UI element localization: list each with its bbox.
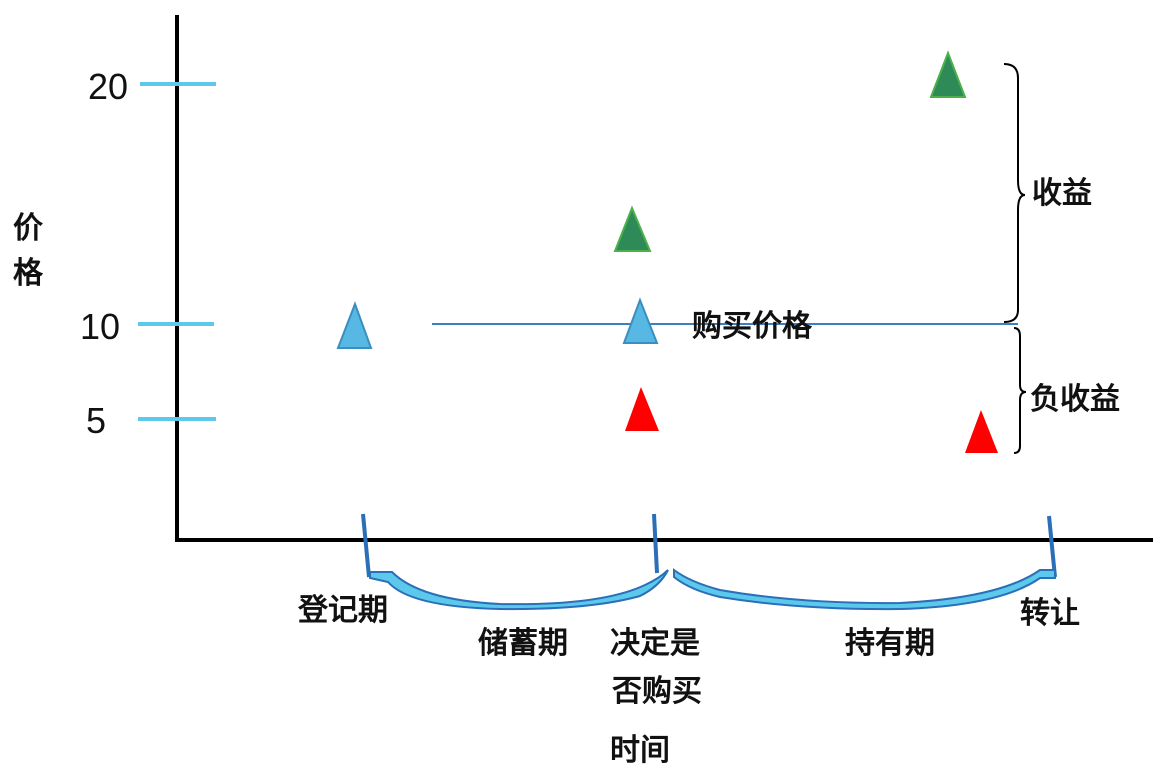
x-axis-label: 时间 [610, 733, 670, 768]
decision-label-line1: 决定是 [610, 626, 700, 661]
time-marker-registration [361, 513, 371, 578]
decision-label-line2: 否购买 [612, 674, 702, 709]
holding-period-label: 持有期 [845, 626, 935, 661]
gain-bracket [1003, 63, 1026, 323]
loss-label: 负收益 [1030, 382, 1120, 417]
saving-period-brace [369, 569, 669, 611]
y-tick-label-5: 5 [86, 400, 106, 441]
blue-triangle-registration [336, 301, 373, 349]
red-triangle-decision [625, 387, 659, 431]
gain-label: 收益 [1032, 176, 1092, 211]
loss-bracket [1013, 327, 1027, 454]
blue-triangle-decision [622, 297, 659, 344]
purchase-price-label: 购买价格 [692, 309, 813, 344]
holding-period-brace [673, 568, 1056, 611]
transfer-label: 转让 [1020, 596, 1080, 631]
time-marker-decision [652, 513, 659, 574]
time-marker-transfer [1047, 515, 1057, 578]
y-tick-label-20: 20 [88, 66, 128, 107]
y-tick-label-10: 10 [80, 306, 120, 347]
registration-period-label: 登记期 [297, 593, 388, 628]
y-axis-label-char-1: 价 [13, 211, 43, 246]
green-triangle-decision [613, 205, 652, 252]
red-triangle-transfer [965, 410, 998, 453]
saving-period-label: 储蓄期 [478, 626, 568, 661]
y-axis-label-char-2: 格 [13, 256, 44, 291]
green-triangle-transfer [929, 50, 967, 98]
